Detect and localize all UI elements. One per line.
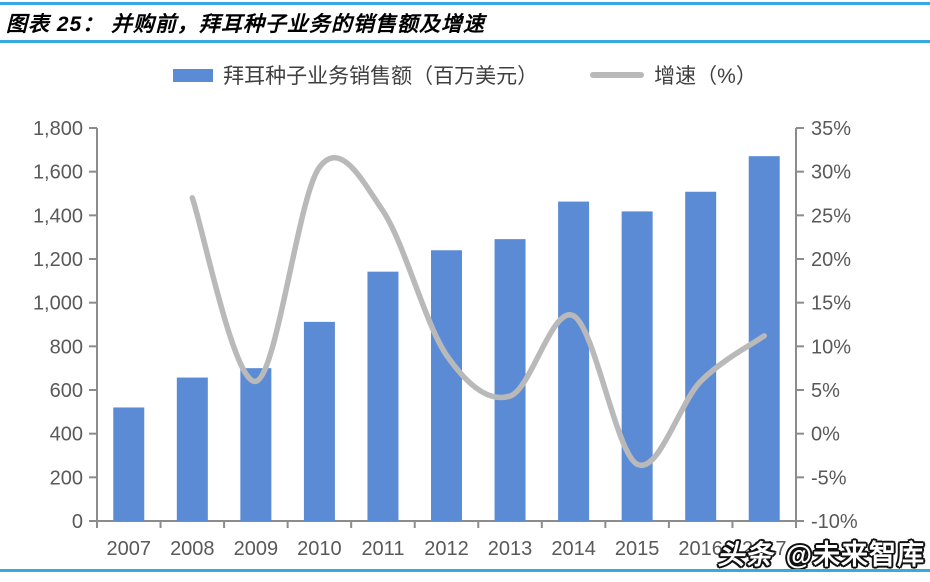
right-axis-label: 15% <box>811 293 851 315</box>
x-axis-label-2010: 2010 <box>297 538 342 560</box>
left-axis-label: 400 <box>50 424 83 446</box>
x-axis-label-2016: 2016 <box>678 538 723 560</box>
x-axis-label-2011: 2011 <box>361 538 404 560</box>
right-axis-label: 35% <box>811 118 851 140</box>
figure-title: 图表 25： 并购前，拜耳种子业务的销售额及增速 <box>6 13 486 36</box>
x-axis-label-2008: 2008 <box>170 538 215 560</box>
x-axis-label-2007: 2007 <box>107 538 152 560</box>
chart-legend: 拜耳种子业务销售额（百万美元） 增速（%） <box>0 60 930 90</box>
watermark-prefix: 头条 <box>715 540 779 570</box>
x-axis-label-2012: 2012 <box>424 538 469 560</box>
growth-line <box>189 155 767 468</box>
left-axis-label: 1,400 <box>33 205 83 227</box>
left-axis-label: 1,000 <box>33 293 83 315</box>
bar-2009 <box>240 368 272 521</box>
title-underline-rule <box>0 40 930 43</box>
x-axis-label-2013: 2013 <box>488 538 533 560</box>
bar-2010 <box>303 321 335 521</box>
watermark-handle: @未来智库 <box>785 540 925 570</box>
legend-label-sales: 拜耳种子业务销售额（百万美元） <box>223 65 539 88</box>
right-axis-label: 25% <box>811 205 851 227</box>
x-axis-label-2009: 2009 <box>234 538 279 560</box>
right-axis-label: 20% <box>811 249 851 271</box>
bar-2015 <box>621 211 653 522</box>
legend-bar-swatch-icon <box>173 68 214 82</box>
bar-2008 <box>176 377 208 521</box>
right-axis-label: 10% <box>811 336 851 358</box>
left-axis-label: 1,200 <box>33 249 83 271</box>
legend-item-growth: 增速（%） <box>590 60 757 90</box>
x-axis-label-2015: 2015 <box>615 538 660 560</box>
watermark: 头条 @未来智库 <box>716 533 925 572</box>
legend-item-sales: 拜耳种子业务销售额（百万美元） <box>173 60 538 90</box>
bar-2013 <box>494 239 526 522</box>
right-axis-label: 0% <box>811 424 840 446</box>
x-axis-label-2017: 2017 <box>742 538 787 560</box>
right-axis-label: -5% <box>811 467 847 489</box>
left-axis-label: 1,600 <box>33 162 83 184</box>
left-axis-label: 0 <box>72 511 83 533</box>
bar-2012 <box>431 250 462 521</box>
bottom-rule <box>0 569 930 572</box>
legend-line-swatch-icon <box>590 72 645 78</box>
bar-2016 <box>685 191 717 521</box>
left-axis-label: 600 <box>50 380 83 402</box>
top-rule <box>0 2 930 5</box>
right-axis-label: 30% <box>811 162 851 184</box>
x-axis-label-2014: 2014 <box>551 538 596 560</box>
bar-2011 <box>367 271 399 521</box>
left-axis-label: 800 <box>50 336 83 358</box>
bar-2007 <box>113 407 145 521</box>
left-axis-label: 200 <box>50 467 83 489</box>
legend-label-growth: 增速（%） <box>654 65 757 88</box>
right-axis-label: 5% <box>811 380 840 402</box>
chart-svg: 0 200 400 600 800 1,000 1,200 1,400 1,600 1,800 -1… <box>33 118 858 560</box>
bar-2014 <box>558 201 590 521</box>
right-axis-label: -10% <box>811 511 858 533</box>
left-axis-label: 1,800 <box>33 118 83 140</box>
